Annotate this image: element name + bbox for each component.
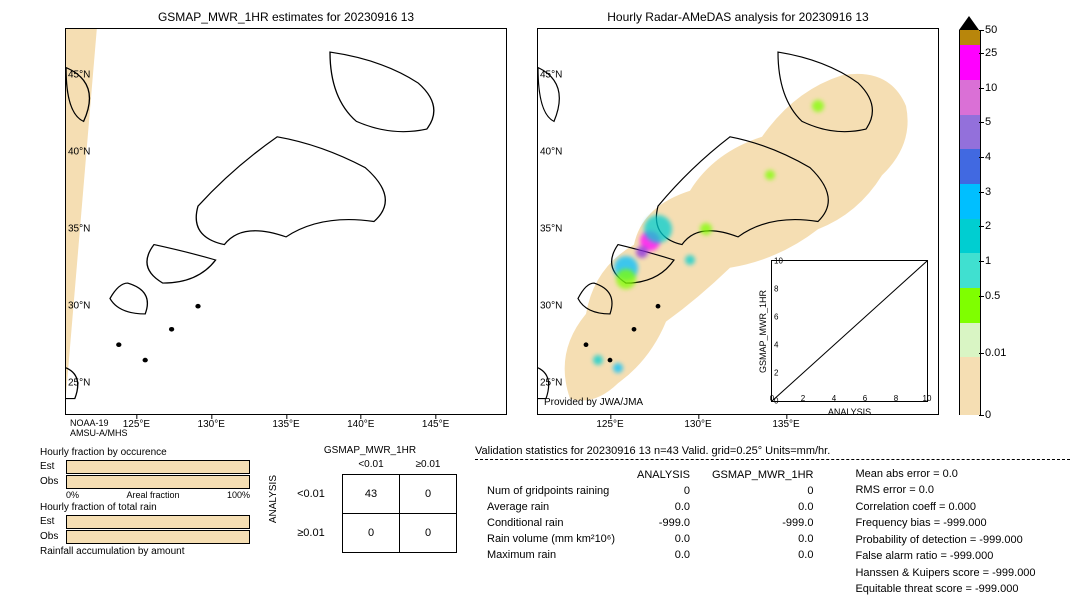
confusion-table: <0.01≥0.01 <0.01430 ≥0.0100 bbox=[283, 456, 457, 553]
stats-col2: GSMAP_MWR_1HR bbox=[702, 468, 823, 482]
stat-line: Equitable threat score = -999.000 bbox=[855, 581, 1035, 598]
stat-line: False alarm ratio = -999.000 bbox=[855, 548, 1035, 565]
stat-line: Mean abs error = 0.0 bbox=[855, 466, 1035, 483]
left-map-title: GSMAP_MWR_1HR estimates for 20230916 13 bbox=[65, 10, 507, 24]
stat-b: 0.0 bbox=[702, 532, 823, 546]
bars-block: Hourly fraction by occurence Est Obs 0%A… bbox=[40, 445, 250, 559]
stats-divider bbox=[475, 459, 1070, 460]
conf-row-1: ≥0.01 bbox=[283, 513, 343, 552]
right-map-panel: Hourly Radar-AMeDAS analysis for 2023091… bbox=[537, 10, 939, 415]
colorbar-arrow-icon bbox=[959, 16, 979, 30]
obs-label2: Obs bbox=[40, 531, 66, 542]
occurrence-obs-bar bbox=[66, 475, 250, 489]
stat-key: Maximum rain bbox=[477, 548, 625, 562]
stat-b: 0.0 bbox=[702, 548, 823, 562]
confusion-title: GSMAP_MWR_1HR bbox=[283, 445, 457, 456]
stats-col1: ANALYSIS bbox=[627, 468, 700, 482]
stat-key: Rain volume (mm km²10⁶) bbox=[477, 532, 625, 546]
axis-right: 100% bbox=[227, 490, 250, 500]
confusion-block: ANALYSIS GSMAP_MWR_1HR <0.01≥0.01 <0.014… bbox=[268, 445, 457, 553]
occurrence-title: Hourly fraction by occurence bbox=[40, 447, 250, 458]
obs-label: Obs bbox=[40, 476, 66, 487]
conf-cell-01: 0 bbox=[400, 474, 457, 513]
conf-cell-11: 0 bbox=[400, 513, 457, 552]
conf-row-0: <0.01 bbox=[283, 474, 343, 513]
stats-right: Mean abs error = 0.0RMS error = 0.0Corre… bbox=[855, 466, 1035, 598]
conf-col-0: <0.01 bbox=[343, 456, 400, 475]
right-map: Provided by JWA/JMA 02468100246810 ANALY… bbox=[537, 28, 939, 415]
stat-b: 0.0 bbox=[702, 500, 823, 514]
colorbar: 502510543210.50.010 bbox=[959, 30, 979, 415]
stats-header: Validation statistics for 20230916 13 n=… bbox=[475, 445, 1070, 457]
stat-a: 0.0 bbox=[627, 548, 700, 562]
totalrain-title: Hourly fraction of total rain bbox=[40, 502, 250, 513]
axis-left: 0% bbox=[66, 490, 79, 500]
stat-line: Probability of detection = -999.000 bbox=[855, 532, 1035, 549]
stat-line: Hanssen & Kuipers score = -999.000 bbox=[855, 565, 1035, 582]
stat-a: 0.0 bbox=[627, 532, 700, 546]
stat-a: 0.0 bbox=[627, 500, 700, 514]
conf-cell-10: 0 bbox=[343, 513, 400, 552]
stats-block: Validation statistics for 20230916 13 n=… bbox=[475, 445, 1070, 598]
conf-col-1: ≥0.01 bbox=[400, 456, 457, 475]
stat-a: 0 bbox=[627, 484, 700, 498]
colorbar-panel: 502510543210.50.010 bbox=[959, 10, 979, 415]
conf-cell-00: 43 bbox=[343, 474, 400, 513]
stat-b: 0 bbox=[702, 484, 823, 498]
stat-line: Frequency bias = -999.000 bbox=[855, 515, 1035, 532]
accum-title: Rainfall accumulation by amount bbox=[40, 546, 250, 557]
axis-mid: Areal fraction bbox=[79, 490, 227, 500]
est-label2: Est bbox=[40, 516, 66, 527]
occurrence-est-bar bbox=[66, 460, 250, 474]
stat-line: RMS error = 0.0 bbox=[855, 482, 1035, 499]
left-map: 45°N40°N35°N30°N25°N125°E130°E135°E140°E… bbox=[65, 28, 507, 415]
stat-key: Conditional rain bbox=[477, 516, 625, 530]
totalrain-est-bar bbox=[66, 515, 250, 529]
stat-b: -999.0 bbox=[702, 516, 823, 530]
est-label: Est bbox=[40, 461, 66, 472]
sat-line2: AMSU-A/MHS bbox=[70, 429, 1070, 439]
stat-a: -999.0 bbox=[627, 516, 700, 530]
stat-key: Average rain bbox=[477, 500, 625, 514]
totalrain-obs-bar bbox=[66, 530, 250, 544]
maps-row: GSMAP_MWR_1HR estimates for 20230916 13 … bbox=[10, 10, 1070, 415]
stat-key: Num of gridpoints raining bbox=[477, 484, 625, 498]
bottom-row: Hourly fraction by occurence Est Obs 0%A… bbox=[10, 445, 1070, 598]
right-map-title: Hourly Radar-AMeDAS analysis for 2023091… bbox=[537, 10, 939, 24]
stats-left: ANALYSISGSMAP_MWR_1HR Num of gridpoints … bbox=[475, 466, 825, 598]
left-map-panel: GSMAP_MWR_1HR estimates for 20230916 13 … bbox=[65, 10, 507, 415]
stat-line: Correlation coeff = 0.000 bbox=[855, 499, 1035, 516]
confusion-ylabel: ANALYSIS bbox=[268, 475, 279, 523]
